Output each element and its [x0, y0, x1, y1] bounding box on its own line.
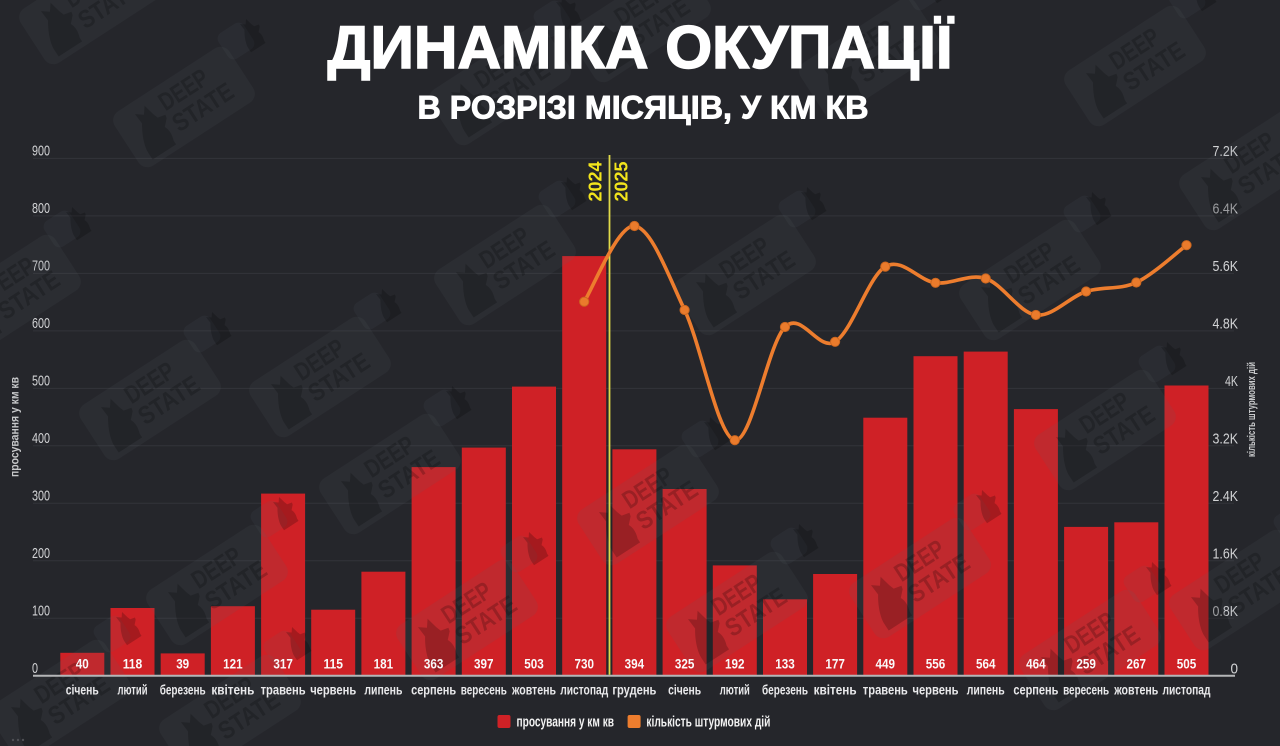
- svg-text:177: 177: [825, 656, 845, 672]
- svg-text:3.2K: 3.2K: [1213, 430, 1239, 447]
- svg-text:грудень: грудень: [612, 682, 656, 698]
- svg-text:181: 181: [374, 656, 394, 672]
- svg-text:вересень: вересень: [1063, 682, 1109, 698]
- svg-text:397: 397: [474, 656, 494, 672]
- svg-text:556: 556: [926, 656, 946, 672]
- svg-text:317: 317: [273, 656, 293, 672]
- svg-text:363: 363: [424, 656, 444, 672]
- svg-text:квітень: квітень: [211, 682, 254, 698]
- svg-text:кількість штурмових дій: кількість штурмових дій: [1246, 362, 1258, 457]
- svg-text:березень: березень: [160, 682, 206, 698]
- svg-text:564: 564: [976, 656, 996, 672]
- svg-text:4.8K: 4.8K: [1213, 315, 1239, 332]
- svg-text:лютий: лютий: [118, 682, 148, 698]
- svg-text:В РОЗРІЗІ МІСЯЦІВ, У КМ КВ: В РОЗРІЗІ МІСЯЦІВ, У КМ КВ: [418, 90, 869, 126]
- svg-text:600: 600: [32, 315, 50, 332]
- svg-text:200: 200: [32, 545, 50, 562]
- svg-text:503: 503: [524, 656, 544, 672]
- svg-text:кількість штурмових дій: кількість штурмових дій: [646, 713, 770, 730]
- svg-text:394: 394: [625, 656, 645, 672]
- svg-text:115: 115: [323, 656, 343, 672]
- svg-text:серпень: серпень: [411, 682, 456, 698]
- svg-text:121: 121: [223, 656, 243, 672]
- svg-text:квітень: квітень: [814, 682, 857, 698]
- svg-text:900: 900: [32, 142, 50, 159]
- svg-text:просування у км кв: просування у км кв: [517, 713, 615, 730]
- svg-text:просування у км кв: просування у км кв: [8, 377, 22, 477]
- svg-text:505: 505: [1177, 656, 1197, 672]
- svg-text:192: 192: [725, 656, 745, 672]
- svg-text:червень: червень: [310, 682, 356, 698]
- svg-text:вересень: вересень: [461, 682, 507, 698]
- svg-text:січень: січень: [668, 682, 701, 698]
- svg-text:2024: 2024: [586, 162, 606, 202]
- svg-text:листопад: листопад: [560, 682, 608, 698]
- svg-text:500: 500: [32, 372, 50, 389]
- svg-text:800: 800: [32, 200, 50, 217]
- svg-text:400: 400: [32, 430, 50, 447]
- svg-text:березень: березень: [762, 682, 808, 698]
- svg-text:травень: травень: [863, 682, 908, 698]
- svg-text:листопад: листопад: [1163, 682, 1211, 698]
- svg-text:2025: 2025: [612, 162, 632, 202]
- svg-text:267: 267: [1127, 656, 1147, 672]
- svg-text:лютий: лютий: [720, 682, 750, 698]
- svg-text:липень: липень: [364, 682, 402, 698]
- svg-text:325: 325: [675, 656, 695, 672]
- svg-text:300: 300: [32, 487, 50, 504]
- svg-text:5.6K: 5.6K: [1213, 258, 1239, 275]
- svg-text:ДИНАМІКА ОКУПАЦІЇ: ДИНАМІКА ОКУПАЦІЇ: [328, 14, 954, 81]
- svg-text:жовтень: жовтень: [511, 682, 556, 698]
- svg-text:39: 39: [176, 656, 189, 672]
- svg-text:100: 100: [32, 602, 50, 619]
- svg-text:липень: липень: [967, 682, 1005, 698]
- svg-text:259: 259: [1076, 656, 1096, 672]
- svg-text:0: 0: [1231, 660, 1239, 677]
- svg-text:40: 40: [76, 656, 89, 672]
- svg-text:730: 730: [574, 656, 594, 672]
- svg-text:449: 449: [876, 656, 896, 672]
- svg-text:4K: 4K: [1225, 373, 1238, 390]
- svg-text:464: 464: [1026, 656, 1046, 672]
- svg-text:2.4K: 2.4K: [1213, 488, 1239, 505]
- svg-text:133: 133: [775, 656, 795, 672]
- svg-text:0: 0: [32, 660, 38, 677]
- svg-text:серпень: серпень: [1013, 682, 1058, 698]
- svg-text:січень: січень: [66, 682, 99, 698]
- svg-text:травень: травень: [261, 682, 306, 698]
- svg-text:червень: червень: [913, 682, 959, 698]
- svg-text:118: 118: [123, 656, 143, 672]
- svg-text:жовтень: жовтень: [1114, 682, 1159, 698]
